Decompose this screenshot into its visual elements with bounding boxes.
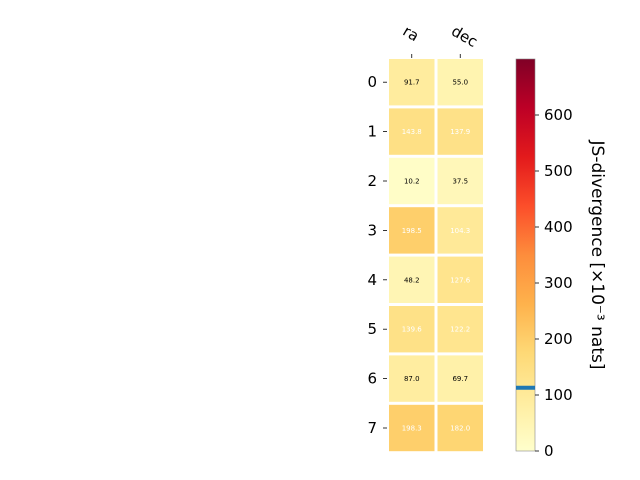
- row-label: 1: [367, 123, 377, 141]
- heatmap-cell: [389, 207, 435, 254]
- cell-value-label: 10.2: [404, 178, 420, 186]
- cell-value-label: 143.8: [402, 128, 422, 136]
- colorbar-tick-label: 500: [544, 162, 573, 180]
- colorbar-tick-label: 400: [544, 218, 573, 236]
- colorbar-gradient: [515, 58, 536, 452]
- colorbar-tick-label: 0: [544, 442, 554, 460]
- cell-value-label: 127.6: [450, 276, 471, 284]
- colorbar-tick-label: 200: [544, 330, 573, 348]
- heatmap-cell: [389, 59, 435, 106]
- heatmap-cell: [437, 157, 483, 205]
- colorbar-title: JS-divergence [×10⁻³ nats]: [587, 140, 607, 370]
- colorbar-tick-label: 600: [544, 106, 573, 124]
- colorbar-tick-label: 100: [544, 386, 573, 404]
- heatmap-cells: 91.7 55.0 143.8 137.9 10.2 37.5 198.5 104.3 48.2…: [389, 59, 483, 452]
- colorbar: [515, 58, 536, 452]
- cell-value-label: 182.0: [450, 425, 470, 433]
- cell-value-label: 55.0: [452, 79, 468, 87]
- heatmap-cell: [437, 404, 483, 452]
- cell-value-label: 198.3: [402, 425, 422, 433]
- cell-value-label: 48.2: [404, 276, 420, 284]
- colorbar-ticks: 0 100 200 300 400 500 600: [516, 106, 573, 460]
- colorbar-tick-label: 300: [544, 274, 573, 292]
- row-label: 7: [367, 419, 377, 437]
- heatmap-cell: [437, 256, 483, 303]
- cell-value-label: 137.9: [450, 128, 470, 136]
- heatmap-cell: [389, 306, 435, 353]
- heatmap-cell: [437, 355, 483, 402]
- row-label: 0: [367, 73, 377, 91]
- heatmap-cell: [389, 355, 435, 402]
- column-label: ra: [400, 22, 422, 45]
- cell-value-label: 91.7: [404, 79, 420, 87]
- heatmap-cell: [437, 306, 483, 353]
- row-label: 4: [367, 271, 377, 289]
- heatmap-cell: [389, 256, 435, 303]
- row-labels: 0 1 2 3 4 5 6 7: [367, 73, 387, 437]
- heatmap-cell: [437, 207, 483, 254]
- cell-value-label: 198.5: [402, 227, 422, 235]
- column-label: dec: [448, 22, 480, 51]
- heatmap-cell: [389, 404, 435, 452]
- cell-value-label: 139.6: [402, 326, 423, 334]
- cell-value-label: 37.5: [452, 178, 468, 186]
- row-label: 5: [367, 320, 377, 338]
- heatmap-cell: [389, 108, 435, 155]
- row-label: 3: [367, 221, 377, 239]
- cell-value-label: 104.3: [450, 227, 470, 235]
- column-labels: ra dec: [400, 22, 481, 58]
- cell-value-label: 122.2: [450, 326, 470, 334]
- cell-value-label: 69.7: [452, 375, 468, 383]
- row-label: 2: [367, 172, 377, 190]
- heatmap-cell: [389, 157, 435, 205]
- heatmap-cell: [437, 59, 483, 106]
- heatmap-cell: [437, 108, 483, 155]
- row-label: 6: [367, 370, 377, 388]
- cell-value-label: 87.0: [404, 375, 420, 383]
